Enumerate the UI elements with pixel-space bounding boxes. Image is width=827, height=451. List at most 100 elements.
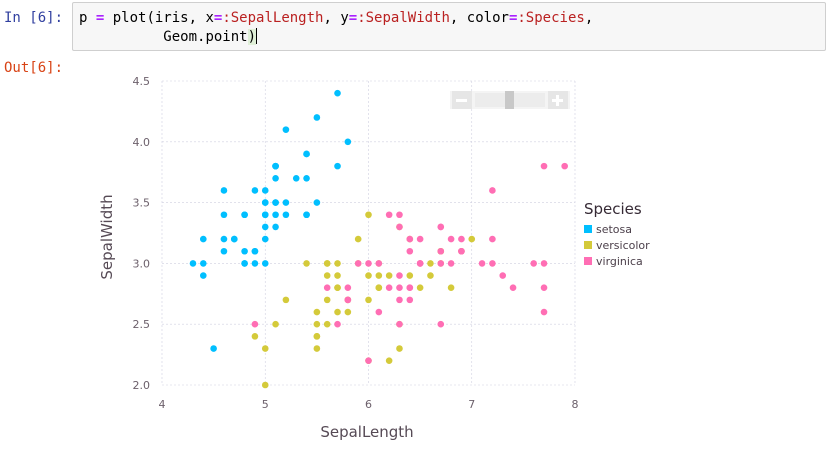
x-tick-label: 7 xyxy=(468,398,475,411)
scatter-point-virginica xyxy=(499,272,507,279)
scatter-point-versicolor xyxy=(323,272,331,279)
legend-swatch-setosa xyxy=(584,225,592,233)
scatter-point-versicolor xyxy=(261,381,269,389)
scatter-point-virginica xyxy=(385,211,393,219)
scatter-point-virginica xyxy=(344,284,352,292)
scatter-point-virginica xyxy=(375,260,383,267)
scatter-point-virginica xyxy=(396,284,403,292)
plus-icon[interactable] xyxy=(548,91,568,109)
output-prompt: Out[6]: xyxy=(4,60,64,76)
zoom-slider-thumb[interactable] xyxy=(505,91,514,109)
scatter-point-virginica xyxy=(489,187,496,194)
scatter-point-versicolor xyxy=(323,296,331,304)
scatter-point-virginica xyxy=(406,284,414,292)
scatter-point-setosa xyxy=(261,199,269,206)
scatter-point-virginica xyxy=(396,296,403,304)
scatter-point-versicolor xyxy=(385,357,393,364)
scatter-point-setosa xyxy=(313,199,321,206)
scatter-point-versicolor xyxy=(427,260,434,267)
scatter-point-virginica xyxy=(375,308,383,316)
code-text: p xyxy=(79,10,96,26)
legend-label-virginica: virginica xyxy=(596,255,643,268)
scatter-point-virginica xyxy=(458,247,465,255)
y-tick-labels: 2.0 2.5 3.0 3.5 4.0 4.5 xyxy=(133,75,151,392)
legend-label-versicolor: versicolor xyxy=(596,239,650,252)
scatter-point-versicolor xyxy=(344,308,352,316)
code-symbol: :SepalLength xyxy=(222,10,324,26)
scatter-point-setosa xyxy=(189,260,197,267)
scatter-point-virginica xyxy=(365,357,372,364)
scatter-point-virginica xyxy=(540,162,548,170)
code-operator: = xyxy=(213,10,223,26)
scatter-point-setosa xyxy=(251,187,259,194)
scatter-point-setosa xyxy=(220,247,228,255)
scatter-point-versicolor xyxy=(468,235,476,243)
scatter-point-versicolor xyxy=(334,284,341,292)
legend: Species setosa versicolor virginica xyxy=(584,200,650,268)
scatter-point-virginica xyxy=(416,260,424,267)
scatter-point-setosa xyxy=(220,235,228,243)
x-tick-label: 6 xyxy=(365,398,372,411)
scatter-plot[interactable]: 2.0 2.5 3.0 3.5 4.0 4.5 4 5 6 7 8 SepalLength Sep… xyxy=(90,75,660,447)
scatter-point-setosa xyxy=(220,211,228,219)
scatter-point-versicolor xyxy=(323,320,331,328)
scatter-point-virginica xyxy=(251,320,259,328)
minus-icon[interactable] xyxy=(452,91,472,109)
x-tick-label: 5 xyxy=(262,398,269,411)
legend-label-setosa: setosa xyxy=(596,223,632,236)
scatter-point-virginica xyxy=(447,235,455,243)
scatter-point-setosa xyxy=(251,260,259,267)
scatter-point-virginica xyxy=(344,296,352,304)
scatter-point-virginica xyxy=(530,260,537,267)
scatter-point-setosa xyxy=(200,260,207,267)
scatter-point-setosa xyxy=(303,150,310,158)
data-points xyxy=(189,89,568,389)
code-editor[interactable]: p = plot(iris, x=:SepalLength, y=:SepalW… xyxy=(79,9,593,47)
code-operator: = xyxy=(348,10,358,26)
scatter-point-setosa xyxy=(261,223,269,231)
scatter-point-setosa xyxy=(200,235,207,243)
scatter-point-setosa xyxy=(241,247,248,255)
scatter-point-virginica xyxy=(489,235,496,243)
code-input-area[interactable]: p = plot(iris, x=:SepalLength, y=:SepalW… xyxy=(72,2,826,51)
scatter-point-versicolor xyxy=(396,345,403,352)
scatter-point-versicolor xyxy=(416,284,424,292)
scatter-point-virginica xyxy=(437,223,445,231)
y-tick-label: 3.5 xyxy=(133,197,151,210)
scatter-point-versicolor xyxy=(375,284,383,292)
scatter-point-setosa xyxy=(282,211,290,219)
code-text: , y xyxy=(323,10,349,26)
scatter-point-virginica xyxy=(323,284,331,292)
scatter-point-setosa xyxy=(241,211,248,219)
scatter-point-versicolor xyxy=(313,320,321,328)
scatter-point-virginica xyxy=(509,284,517,292)
scatter-point-setosa xyxy=(261,211,269,219)
scatter-point-setosa xyxy=(261,187,269,194)
scatter-point-versicolor xyxy=(385,272,393,279)
x-tick-label: 8 xyxy=(572,398,579,411)
y-axis-title: SepalWidth xyxy=(98,194,116,279)
scatter-point-versicolor xyxy=(334,272,341,279)
scatter-point-virginica xyxy=(406,235,414,243)
scatter-point-setosa xyxy=(272,223,279,231)
scatter-point-versicolor xyxy=(282,296,290,304)
plot-output: 2.0 2.5 3.0 3.5 4.0 4.5 4 5 6 7 8 SepalLength Sep… xyxy=(90,75,660,447)
code-text: Geom.point xyxy=(163,29,248,45)
scatter-point-setosa xyxy=(292,174,300,182)
x-tick-labels: 4 5 6 7 8 xyxy=(159,398,579,411)
zoom-controls xyxy=(450,91,570,109)
scatter-point-virginica xyxy=(437,320,445,328)
scatter-point-versicolor xyxy=(313,308,321,316)
y-tick-label: 4.0 xyxy=(133,136,151,149)
code-text: , xyxy=(584,10,594,26)
code-operator: = xyxy=(508,10,518,26)
scatter-point-versicolor xyxy=(313,345,321,352)
scatter-point-versicolor xyxy=(272,320,279,328)
scatter-point-virginica xyxy=(406,296,414,304)
scatter-point-virginica xyxy=(437,260,445,267)
y-tick-label: 2.5 xyxy=(133,318,151,331)
scatter-point-versicolor xyxy=(323,260,331,267)
code-text: , color xyxy=(449,10,509,26)
scatter-point-virginica xyxy=(334,320,341,328)
scatter-point-versicolor xyxy=(365,211,372,219)
